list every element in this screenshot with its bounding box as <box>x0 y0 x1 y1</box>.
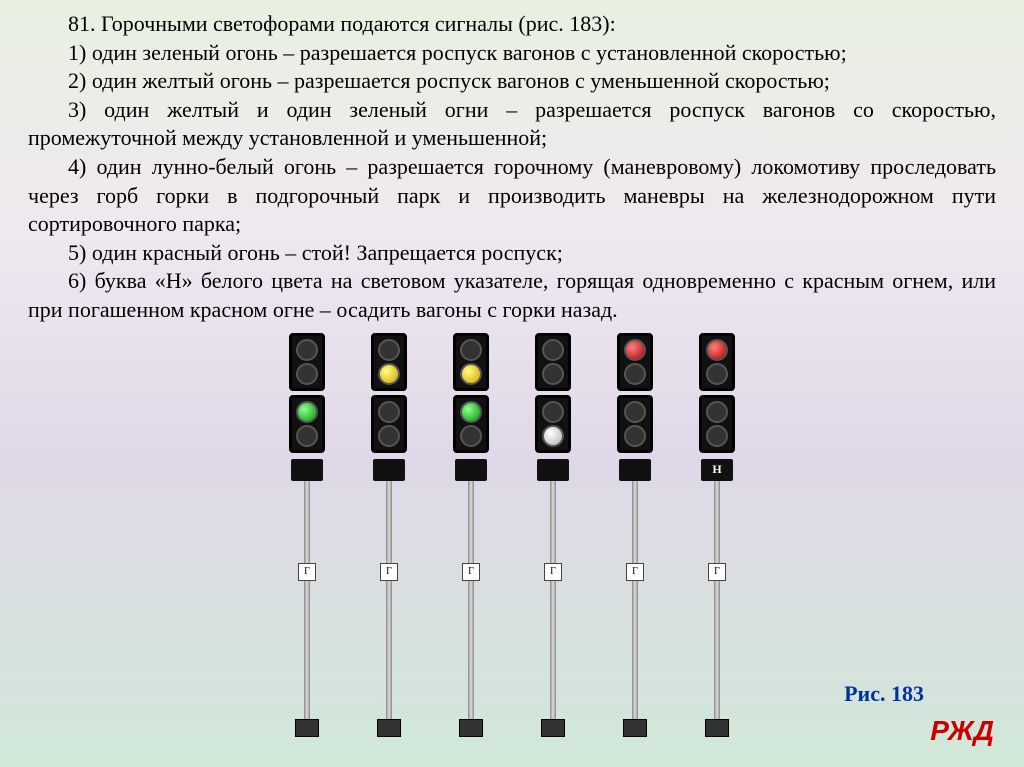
document-text: 81. Горочными светофорами подаются сигна… <box>28 10 996 325</box>
light-top-1 <box>378 339 400 361</box>
pole-upper <box>632 481 638 621</box>
pole-upper <box>468 481 474 621</box>
light-bot-1 <box>542 401 564 423</box>
signals-diagram: ГГГГГHГ <box>28 333 996 737</box>
item-4: 4) один лунно-белый огонь – разрешается … <box>28 153 996 239</box>
pole-lower <box>632 621 638 721</box>
signal-base <box>459 719 483 737</box>
signal-base <box>623 719 647 737</box>
signal-head-top <box>617 333 653 391</box>
signal-head-bottom <box>699 395 735 453</box>
route-indicator <box>619 459 651 481</box>
route-sign-plate: Г <box>298 563 316 581</box>
route-sign-plate: Г <box>708 563 726 581</box>
signal-head-bottom <box>289 395 325 453</box>
light-top-1 <box>624 339 646 361</box>
pole-upper <box>304 481 310 621</box>
light-top-2 <box>378 363 400 385</box>
pole-upper <box>386 481 392 621</box>
signal-2: Г <box>371 333 407 737</box>
light-bot-2 <box>460 425 482 447</box>
item-3: 3) один желтый и один зеленый огни – раз… <box>28 96 996 153</box>
light-top-2 <box>706 363 728 385</box>
rzd-logo: РЖД <box>930 715 994 747</box>
pole-upper <box>550 481 556 621</box>
route-sign-plate: Г <box>626 563 644 581</box>
light-bot-1 <box>460 401 482 423</box>
route-indicator <box>291 459 323 481</box>
figure-caption: Рис. 183 <box>844 681 924 707</box>
signal-head-bottom <box>371 395 407 453</box>
pole-lower <box>714 621 720 721</box>
signal-4: Г <box>535 333 571 737</box>
route-indicator <box>373 459 405 481</box>
light-bot-2 <box>296 425 318 447</box>
light-bot-2 <box>624 425 646 447</box>
item-1: 1) один зеленый огонь – разрешается росп… <box>28 39 996 68</box>
light-top-2 <box>542 363 564 385</box>
light-bot-1 <box>296 401 318 423</box>
route-indicator <box>455 459 487 481</box>
signal-head-top <box>535 333 571 391</box>
pole-lower <box>386 621 392 721</box>
pole-lower <box>304 621 310 721</box>
light-top-1 <box>706 339 728 361</box>
pole-lower <box>468 621 474 721</box>
route-sign-plate: Г <box>544 563 562 581</box>
signal-5: Г <box>617 333 653 737</box>
signal-base <box>295 719 319 737</box>
pole-upper <box>714 481 720 621</box>
route-sign-plate: Г <box>380 563 398 581</box>
signal-head-top <box>453 333 489 391</box>
light-bot-1 <box>378 401 400 423</box>
item-5: 5) один красный огонь – стой! Запрещаетс… <box>28 239 996 268</box>
signal-base <box>377 719 401 737</box>
light-top-2 <box>624 363 646 385</box>
signal-1: Г <box>289 333 325 737</box>
signal-head-top <box>371 333 407 391</box>
signal-6: HГ <box>699 333 735 737</box>
route-indicator <box>537 459 569 481</box>
light-top-1 <box>460 339 482 361</box>
light-bot-1 <box>624 401 646 423</box>
light-bot-2 <box>706 425 728 447</box>
signal-head-top <box>289 333 325 391</box>
signal-base <box>541 719 565 737</box>
route-indicator: H <box>701 459 733 481</box>
light-bot-1 <box>706 401 728 423</box>
route-sign-plate: Г <box>462 563 480 581</box>
light-top-2 <box>296 363 318 385</box>
light-top-1 <box>296 339 318 361</box>
item-2: 2) один желтый огонь – разрешается роспу… <box>28 67 996 96</box>
signal-head-bottom <box>453 395 489 453</box>
light-top-1 <box>542 339 564 361</box>
signal-head-top <box>699 333 735 391</box>
signal-head-bottom <box>617 395 653 453</box>
signal-base <box>705 719 729 737</box>
light-top-2 <box>460 363 482 385</box>
item-6: 6) буква «Н» белого цвета на световом ук… <box>28 267 996 324</box>
pole-lower <box>550 621 556 721</box>
signal-head-bottom <box>535 395 571 453</box>
signal-3: Г <box>453 333 489 737</box>
heading: 81. Горочными светофорами подаются сигна… <box>28 10 996 39</box>
light-bot-2 <box>378 425 400 447</box>
light-bot-2 <box>542 425 564 447</box>
